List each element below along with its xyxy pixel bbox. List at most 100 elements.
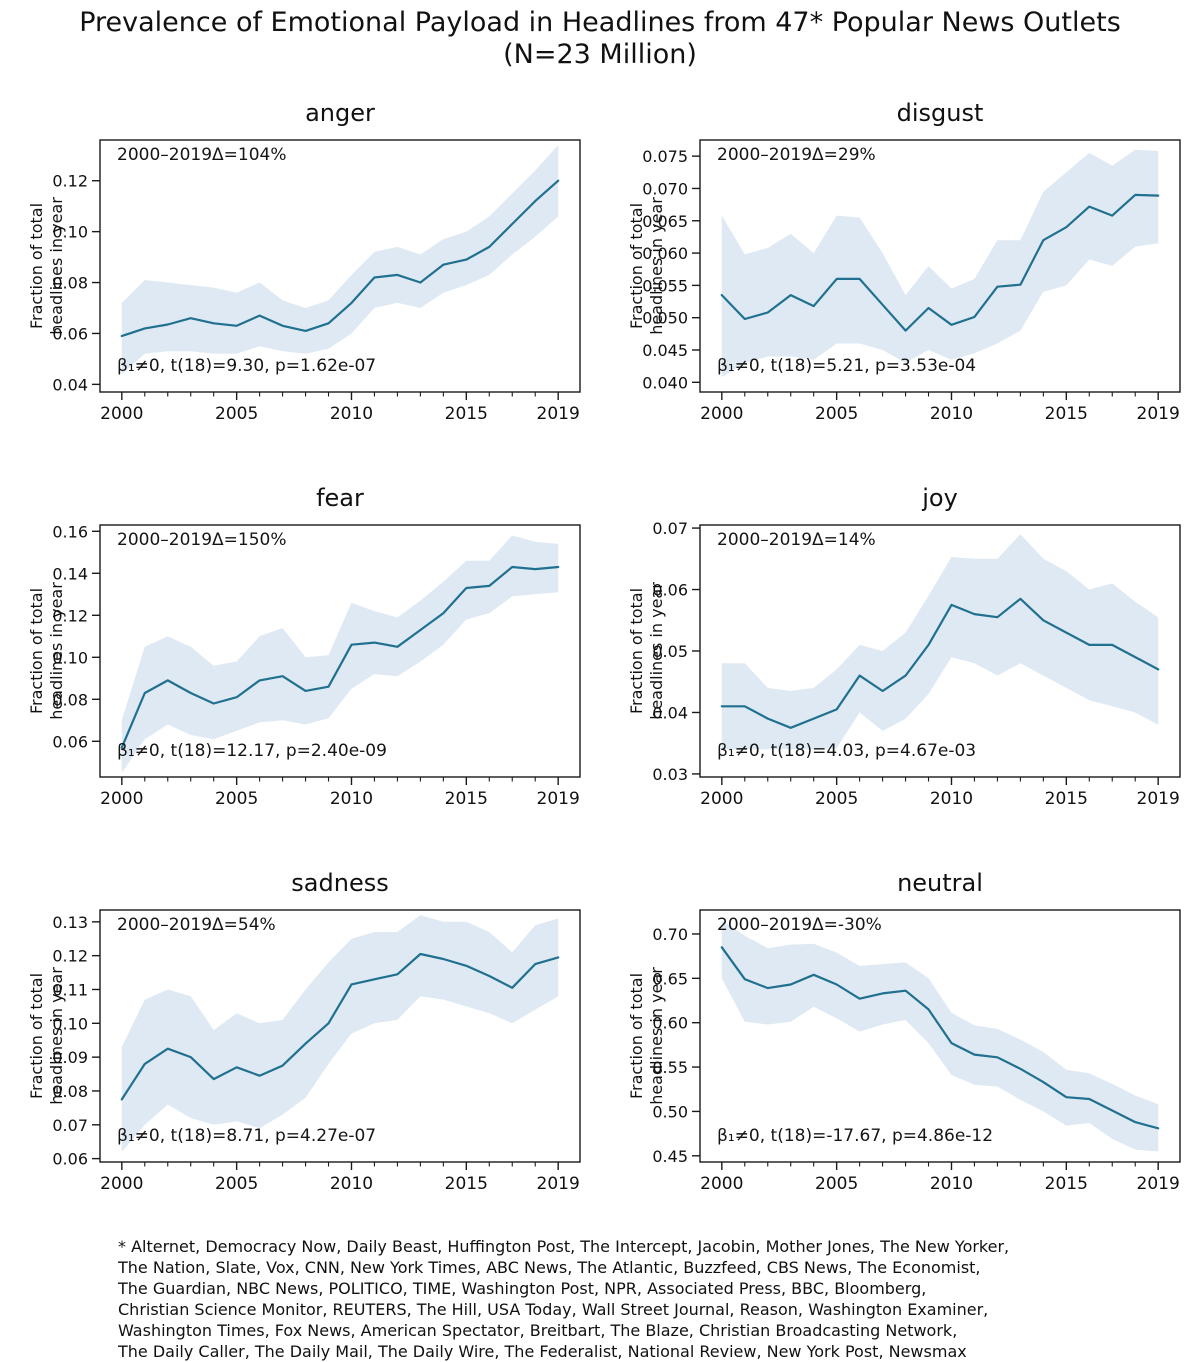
svg-text:0.045: 0.045 xyxy=(642,341,688,360)
svg-text:0.06: 0.06 xyxy=(52,1150,88,1169)
neutral-line-chart: 2000 2005 2010 2015 2019 0.45 0.50 0.55 0.60 0.65… xyxy=(652,909,1181,1194)
stat-annotation: β₁≠0, t(18)=5.21, p=3.53e-04 xyxy=(717,356,977,376)
svg-text:0.12: 0.12 xyxy=(52,172,88,191)
disgust-line-chart: 2000 2005 2010 2015 2019 0.040 0.045 0.050 0.055… xyxy=(642,139,1181,424)
delta-annotation: 2000–2019Δ=150% xyxy=(117,530,287,550)
svg-text:0.10: 0.10 xyxy=(52,1014,88,1033)
svg-text:0.65: 0.65 xyxy=(652,969,688,988)
fear-line-chart: 2000 2005 2010 2015 2019 0.06 0.08 0.10 0.12 0.14… xyxy=(52,522,581,809)
chart-disgust: 2000 2005 2010 2015 2019 0.040 0.045 0.050 0.055… xyxy=(600,85,1200,470)
svg-text:0.055: 0.055 xyxy=(642,276,688,295)
joy-line-chart: 2000 2005 2010 2015 2019 0.03 0.04 0.05 0.06 0.07 xyxy=(652,519,1181,809)
figure-subtitle: (N=23 Million) xyxy=(503,39,697,70)
svg-text:2005: 2005 xyxy=(215,1174,258,1194)
svg-text:2015: 2015 xyxy=(445,789,488,809)
svg-text:0.08: 0.08 xyxy=(52,274,88,293)
svg-text:0.04: 0.04 xyxy=(652,703,688,722)
svg-text:0.60: 0.60 xyxy=(652,1014,688,1033)
svg-text:2000: 2000 xyxy=(700,1174,743,1194)
footnote: * Alternet, Democracy Now, Daily Beast, … xyxy=(118,1236,1118,1362)
svg-text:2000: 2000 xyxy=(100,1174,143,1194)
svg-text:0.070: 0.070 xyxy=(642,179,688,198)
svg-text:0.060: 0.060 xyxy=(642,244,688,263)
svg-text:0.10: 0.10 xyxy=(52,223,88,242)
svg-text:2019: 2019 xyxy=(537,404,580,424)
footnote-line: The Nation, Slate, Vox, CNN, New York Ti… xyxy=(118,1258,981,1277)
svg-text:0.06: 0.06 xyxy=(652,581,688,600)
svg-text:0.50: 0.50 xyxy=(652,1102,688,1121)
svg-text:2019: 2019 xyxy=(1137,1174,1180,1194)
y-axis-label: Fraction of total headlines in year xyxy=(27,967,66,1105)
subplot-title: disgust xyxy=(896,99,984,127)
stat-annotation: β₁≠0, t(18)=8.71, p=4.27e-07 xyxy=(117,1126,377,1146)
svg-text:0.07: 0.07 xyxy=(652,519,688,538)
svg-text:2019: 2019 xyxy=(537,1174,580,1194)
subplot-title: sadness xyxy=(291,869,389,897)
svg-text:0.09: 0.09 xyxy=(52,1048,88,1067)
svg-text:0.55: 0.55 xyxy=(652,1058,688,1077)
svg-text:0.13: 0.13 xyxy=(52,913,88,932)
svg-text:0.050: 0.050 xyxy=(642,309,688,328)
svg-text:2015: 2015 xyxy=(1045,789,1088,809)
svg-text:2000: 2000 xyxy=(100,789,143,809)
svg-text:0.065: 0.065 xyxy=(642,212,688,231)
footnote-line: The Guardian, NBC News, POLITICO, TIME, … xyxy=(118,1279,927,1298)
chart-sadness: 2000 2005 2010 2015 2019 0.06 0.07 0.08 0.09 0.10… xyxy=(0,855,600,1240)
svg-text:0.10: 0.10 xyxy=(52,648,88,667)
chart-neutral: 2000 2005 2010 2015 2019 0.45 0.50 0.55 0.60 0.65… xyxy=(600,855,1200,1240)
delta-annotation: 2000–2019Δ=54% xyxy=(117,915,276,935)
svg-text:0.04: 0.04 xyxy=(52,375,88,394)
chart-fear: 2000 2005 2010 2015 2019 0.06 0.08 0.10 0.12 0.14… xyxy=(0,470,600,855)
figure-title: Prevalence of Emotional Payload in Headl… xyxy=(79,7,1121,38)
svg-text:2019: 2019 xyxy=(1137,789,1180,809)
footnote-line: Christian Science Monitor, REUTERS, The … xyxy=(118,1300,989,1319)
subplot-title: anger xyxy=(305,99,375,127)
svg-text:2019: 2019 xyxy=(1137,404,1180,424)
svg-text:2010: 2010 xyxy=(930,789,973,809)
stat-annotation: β₁≠0, t(18)=-17.67, p=4.86e-12 xyxy=(717,1126,994,1146)
svg-text:2005: 2005 xyxy=(215,404,258,424)
svg-text:0.12: 0.12 xyxy=(52,606,88,625)
svg-text:0.11: 0.11 xyxy=(52,980,88,999)
svg-text:2005: 2005 xyxy=(815,789,858,809)
svg-text:2005: 2005 xyxy=(815,404,858,424)
y-axis-label: Fraction of total headlines in year xyxy=(27,582,66,720)
subplot-title: neutral xyxy=(897,869,983,897)
charts-grid: 2000 2005 2010 2015 2019 0.04 0.06 0.08 0.10 0.12… xyxy=(0,85,1200,1240)
svg-text:2005: 2005 xyxy=(815,1174,858,1194)
svg-text:0.12: 0.12 xyxy=(52,947,88,966)
anger-line-chart: 2000 2005 2010 2015 2019 0.04 0.06 0.08 0.10 0.12 xyxy=(52,139,581,424)
y-axis-label: Fraction of total headlines in year xyxy=(27,197,66,335)
y-axis-label: Fraction of total headlines in year xyxy=(627,967,666,1105)
svg-text:2010: 2010 xyxy=(930,1174,973,1194)
svg-text:0.06: 0.06 xyxy=(52,324,88,343)
stat-annotation: β₁≠0, t(18)=12.17, p=2.40e-09 xyxy=(117,741,387,761)
svg-text:0.07: 0.07 xyxy=(52,1116,88,1135)
svg-text:0.08: 0.08 xyxy=(52,1082,88,1101)
svg-text:0.06: 0.06 xyxy=(52,732,88,751)
chart-joy: 2000 2005 2010 2015 2019 0.03 0.04 0.05 0.06 0.07… xyxy=(600,470,1200,855)
svg-text:2010: 2010 xyxy=(330,789,373,809)
svg-text:2015: 2015 xyxy=(1045,1174,1088,1194)
svg-text:0.05: 0.05 xyxy=(652,642,688,661)
svg-text:0.040: 0.040 xyxy=(642,373,688,392)
footnote-line: Washington Times, Fox News, American Spe… xyxy=(118,1321,958,1340)
y-axis-label: Fraction of total headlines in year xyxy=(627,197,666,335)
subplot-title: joy xyxy=(922,484,958,512)
svg-text:2000: 2000 xyxy=(700,789,743,809)
subplot-title: fear xyxy=(316,484,364,512)
svg-text:2000: 2000 xyxy=(100,404,143,424)
svg-text:2010: 2010 xyxy=(930,404,973,424)
delta-annotation: 2000–2019Δ=29% xyxy=(717,145,876,165)
figure-header: Prevalence of Emotional Payload in Headl… xyxy=(0,0,1200,85)
svg-text:2015: 2015 xyxy=(1045,404,1088,424)
svg-text:2010: 2010 xyxy=(330,1174,373,1194)
chart-anger: 2000 2005 2010 2015 2019 0.04 0.06 0.08 0.10 0.12… xyxy=(0,85,600,470)
delta-annotation: 2000–2019Δ=-30% xyxy=(717,915,882,935)
svg-text:2015: 2015 xyxy=(445,404,488,424)
svg-text:0.08: 0.08 xyxy=(52,690,88,709)
svg-text:0.16: 0.16 xyxy=(52,522,88,541)
svg-text:0.70: 0.70 xyxy=(652,925,688,944)
delta-annotation: 2000–2019Δ=14% xyxy=(717,530,876,550)
